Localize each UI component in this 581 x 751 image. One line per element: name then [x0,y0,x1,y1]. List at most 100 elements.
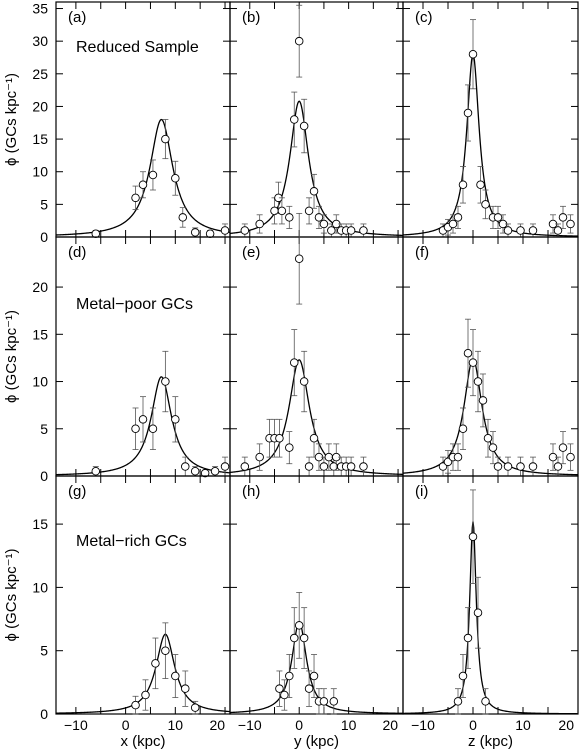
data-point [200,468,210,478]
x-tick-label: −10 [238,717,262,733]
panel-tag: (d) [68,244,86,261]
data-point [304,206,314,216]
data-point [309,187,319,196]
data-point [359,226,368,235]
data-point [255,452,264,462]
data-point [294,36,304,46]
data-point [463,633,473,643]
y-axis-label: ϕ (GCs kpc⁻¹) [3,549,20,642]
data-point [277,206,287,216]
data-point [91,467,101,476]
data-point [294,621,304,630]
y-tick-label: 25 [32,66,48,82]
data-point [131,424,140,434]
panel-tag: (e) [242,244,260,261]
x-axis-label: y (kpc) [294,733,339,750]
data-point [138,415,148,424]
x-tick-label: 20 [382,717,398,733]
data-point [458,180,468,190]
panel-tag: (f) [415,244,429,261]
data-point [493,213,503,222]
data-point [151,659,160,668]
data-point [131,193,140,203]
data-point [309,671,319,681]
data-point [558,213,568,222]
data-point [493,462,503,471]
y-tick-label: 15 [32,131,48,147]
panel-tag: (a) [68,9,86,26]
data-point [516,226,525,235]
data-point [458,424,468,434]
data-point [275,433,284,443]
data-point [161,377,170,386]
x-tick-label: 0 [122,717,130,733]
panel-frame [402,475,579,715]
data-point [220,462,230,471]
panel-frame [402,1,579,238]
x-tick-label: 20 [558,717,574,733]
data-point [483,433,493,443]
data-point [290,358,299,367]
data-point [148,170,158,180]
data-point [473,377,483,386]
data-point [220,226,230,235]
y-tick-label: 5 [40,421,48,437]
data-point [141,690,150,700]
data-point [240,462,250,471]
model-curve [402,521,578,715]
data-point [275,684,284,693]
data-point [210,467,220,476]
data-point [280,690,289,700]
data-point [463,108,473,118]
y-axis-label: ϕ (GCs kpc⁻¹) [3,73,20,166]
data-point [476,180,485,190]
data-point [503,226,513,235]
data-point [304,462,314,471]
data-point [553,462,563,471]
panel-frame [55,475,231,715]
data-point [148,424,158,434]
data-point [304,684,314,693]
data-point [458,671,468,681]
data-point [190,228,200,237]
y-tick-label: 0 [40,229,48,245]
data-point [463,348,473,358]
y-tick-label: 20 [32,98,48,114]
data-point [171,671,180,681]
data-point [161,134,170,144]
data-point [478,396,488,405]
data-point [319,462,329,471]
data-point [488,443,498,452]
data-point [346,462,356,471]
x-tick-label: −10 [411,717,435,733]
data-point [329,697,339,706]
x-tick-label: 0 [295,717,303,733]
data-point [309,433,319,443]
data-point [138,180,148,190]
data-point [178,213,188,222]
data-point [468,358,478,367]
panel-tag: (g) [68,483,86,500]
y-tick-label: 5 [40,196,48,212]
x-tick-label: 10 [168,717,184,733]
data-point [240,226,250,235]
data-point [181,684,190,693]
data-point [327,226,336,235]
data-point [294,254,304,263]
y-tick-label: 0 [40,468,48,484]
model-curve [402,358,579,476]
data-point [299,121,309,131]
data-point [190,703,200,712]
panel-frame [229,1,404,238]
data-point [528,462,538,471]
data-point [528,226,538,235]
y-tick-label: 15 [32,516,48,532]
data-point [319,219,329,229]
y-tick-label: 15 [32,326,48,342]
data-point [319,697,329,706]
data-point [161,646,170,655]
data-point [503,462,513,471]
data-point [473,608,483,617]
model-curve [229,620,404,714]
